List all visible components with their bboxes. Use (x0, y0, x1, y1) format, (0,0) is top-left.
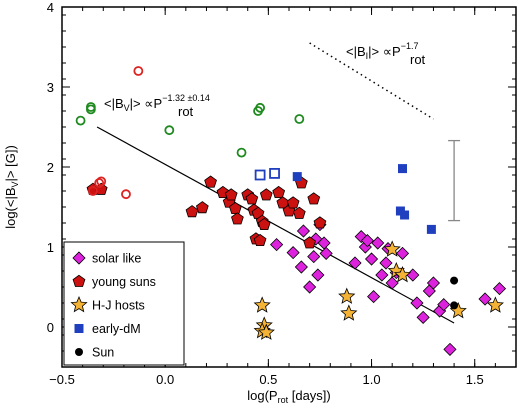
young-suns-point (228, 201, 242, 215)
open-green-circles-point (75, 115, 86, 126)
young-suns-point (272, 185, 286, 199)
early-dm-point (398, 164, 407, 174)
solar-like-point (270, 238, 284, 252)
young-suns-point (259, 188, 273, 201)
solar-like-point (379, 256, 393, 270)
solar-like-point (410, 296, 424, 310)
y-axis-title: log(<|BV|> [G]) (3, 145, 20, 229)
sun-point (450, 276, 459, 285)
solar-like-point (437, 298, 451, 312)
young-suns-point (313, 216, 327, 229)
solar-like-point (367, 290, 381, 304)
y-tick-label: 3 (47, 80, 54, 95)
solar-like-point (286, 246, 300, 260)
young-suns-point (204, 175, 217, 188)
young-suns-point (303, 236, 317, 249)
young-suns-point (292, 206, 306, 219)
young-suns-point (185, 205, 199, 218)
solar-like-point (303, 280, 317, 294)
bi-relation-subscript: rot (410, 52, 426, 67)
open-red-circles-point (121, 189, 131, 200)
open-red-circles-point (133, 66, 144, 76)
y-tick-label: 2 (47, 160, 54, 175)
legend: solar like young suns H-J hosts early-dM Sun (63, 241, 185, 366)
open-green-circles-point (255, 102, 266, 113)
young-suns-point (195, 201, 209, 214)
x-tick-label: 1.0 (363, 372, 381, 387)
fit-line (96, 126, 455, 324)
y-tick-label: 1 (47, 240, 54, 255)
legend-marker-h-j-hosts (70, 295, 88, 313)
solar-like-point (364, 252, 379, 266)
young-suns-point (307, 192, 321, 205)
young-suns-point (253, 233, 267, 247)
slope-reference-line (309, 42, 434, 120)
data-points (75, 66, 507, 356)
sun-point (450, 301, 459, 310)
early-dm-open-point (269, 167, 280, 179)
solar-like-point (311, 268, 325, 282)
early-dm-point (292, 172, 302, 182)
solar-like-point (385, 276, 399, 290)
h-j-hosts-point (338, 287, 356, 304)
solar-like-point (375, 268, 389, 282)
x-tick-label: 0.5 (259, 372, 277, 387)
chart-lines (96, 42, 461, 324)
x-tick-label: 0.0 (156, 372, 174, 387)
solar-like-point (416, 310, 430, 324)
young-suns-point (245, 192, 259, 205)
h-j-hosts-point (340, 304, 358, 321)
solar-like-point (360, 234, 374, 248)
h-j-hosts-point (253, 296, 271, 313)
x-tick-label: −0.5 (49, 372, 75, 387)
solar-like-point (395, 246, 410, 260)
legend-marker-young-suns (72, 274, 86, 287)
solar-like-point (478, 292, 492, 306)
legend-marker-solar-like (72, 251, 86, 265)
solar-like-point (294, 260, 308, 274)
young-suns-point (231, 212, 244, 225)
solar-like-point (307, 250, 321, 264)
open-green-circles-point (236, 147, 247, 158)
open-green-circles-point (294, 114, 305, 124)
axis-tick-labels: −0.5 0.0 0.5 1.0 1.5 0 1 2 3 4 (47, 0, 484, 387)
legend-marker-sun (75, 348, 83, 356)
open-green-circles-point (164, 125, 175, 136)
early-dm-point (400, 210, 410, 220)
bv-relation-subscript: rot (178, 104, 194, 119)
bi-relation-annotation: <|BI|> ∝P−1.7 (346, 41, 418, 61)
h-j-hosts-point (486, 296, 504, 313)
solar-like-point (371, 236, 385, 250)
solar-like-point (296, 224, 311, 238)
young-suns-point (224, 188, 238, 201)
solar-like-point (443, 342, 457, 356)
h-j-hosts-point (393, 265, 412, 283)
early-dm-point (426, 224, 436, 234)
solar-like-point (426, 276, 441, 290)
solar-like-point (319, 246, 333, 260)
early-dm-open-point (254, 169, 266, 181)
y-tick-label: 0 (47, 320, 54, 335)
open-green-circles-point (85, 102, 96, 112)
solar-like-point (348, 256, 362, 270)
legend-label-h-j-hosts: H-J hosts (92, 299, 145, 313)
legend-label-solar-like: solar like (92, 252, 141, 266)
h-j-hosts-point (257, 323, 275, 340)
y-tick-label: 4 (47, 0, 54, 15)
legend-label-sun: Sun (92, 346, 114, 360)
bv-relation-annotation: <|BV|> ∝P−1.32 ±0.14 (104, 93, 210, 113)
h-j-hosts-point (383, 240, 401, 257)
legend-label-early-dm: early-dM (92, 322, 141, 336)
young-suns-point (257, 217, 271, 231)
legend-marker-early-dm (74, 324, 84, 333)
x-axis-title: log(Prot [days]) (247, 388, 331, 405)
open-red-circles-point (96, 176, 107, 187)
open-red-circles-point (88, 186, 98, 196)
x-tick-label: 1.5 (466, 372, 484, 387)
solar-like-point (492, 282, 507, 296)
young-suns-point (286, 196, 300, 209)
open-red-circles-point (94, 178, 105, 188)
legend-label-young-suns: young suns (92, 275, 156, 289)
